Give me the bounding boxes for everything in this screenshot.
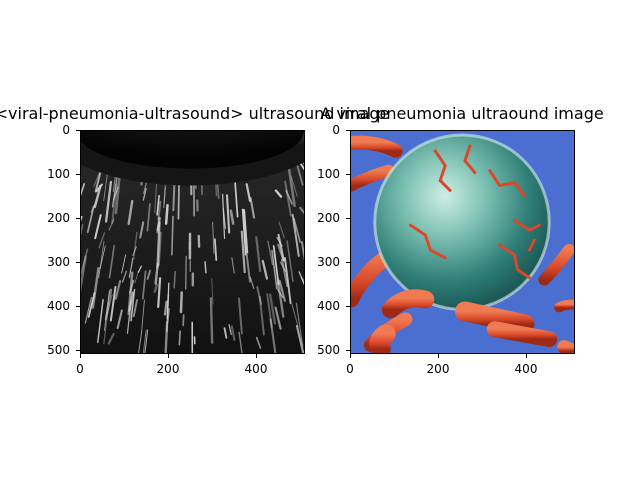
panel-1-x-tick: 200 xyxy=(156,362,180,376)
panel-2-y-tick: 100 xyxy=(317,167,340,181)
panel-1-x-tick: 0 xyxy=(76,362,84,376)
panel-1-x-tick: 400 xyxy=(244,362,268,376)
panel-1-y-tick: 100 xyxy=(47,167,70,181)
panel-2-title: A viral pneumonia ultraound image xyxy=(320,104,604,123)
panel-2-y-tick: 300 xyxy=(317,255,340,269)
panel-2-x-tick: 0 xyxy=(346,362,354,376)
panel-1-y-tick: 400 xyxy=(47,299,70,313)
virus-illustration-image xyxy=(351,131,574,353)
panel-2-y-tick: 400 xyxy=(317,299,340,313)
panel-1-y-tick: 500 xyxy=(47,343,70,357)
panel-2-x-tick: 400 xyxy=(514,362,538,376)
panel-1-y-tick: 0 xyxy=(62,123,70,137)
panel-1-y-tick: 200 xyxy=(47,211,70,225)
panel-1-axes xyxy=(80,130,305,354)
panel-1-title: <viral-pneumonia-ultrasound> ultrasound … xyxy=(0,104,390,123)
panel-1-y-tick: 300 xyxy=(47,255,70,269)
panel-2-y-tick: 500 xyxy=(317,343,340,357)
panel-2-y-tick: 200 xyxy=(317,211,340,225)
ultrasound-image xyxy=(81,131,304,353)
panel-2-y-tick: 0 xyxy=(332,123,340,137)
panel-2-x-tick: 200 xyxy=(426,362,450,376)
panel-2-axes xyxy=(350,130,575,354)
